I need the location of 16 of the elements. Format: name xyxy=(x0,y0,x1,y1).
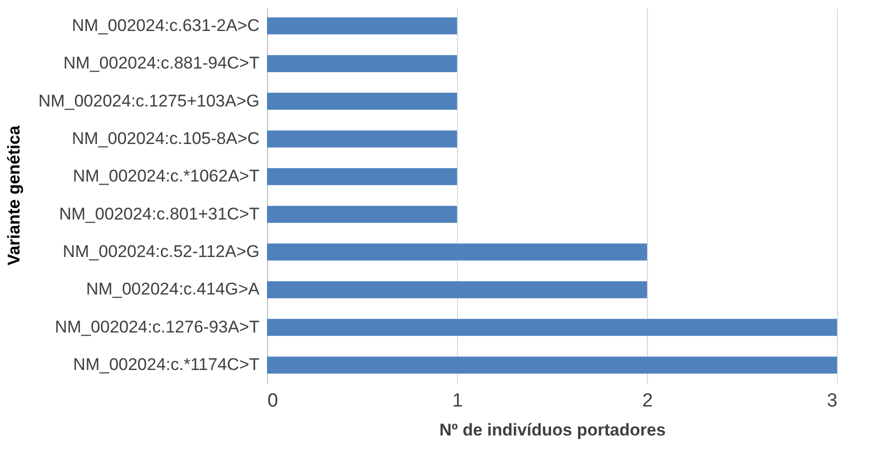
y-tick-label: NM_002024:c.*1062A>T xyxy=(72,166,260,186)
y-tick-label: NM_002024:c.1276-93A>T xyxy=(54,317,260,336)
y-axis-title: Variante genética xyxy=(4,125,24,266)
y-tick-label: NM_002024:c.52-112A>G xyxy=(62,242,260,262)
x-tick-label: 3 xyxy=(826,390,838,412)
y-tick-label: NM_002024:c.*1174C>T xyxy=(73,355,260,374)
x-tick-label: 1 xyxy=(452,390,463,412)
x-tick-label: 0 xyxy=(268,390,278,412)
y-tick-label: NM_002024:c.801+31C>T xyxy=(59,204,260,224)
y-tick-label: NM_002024:c.1275+103A>G xyxy=(38,91,260,110)
y-tick-label: NM_002024:c.631-2A>C xyxy=(72,16,260,35)
y-tick-label: NM_002024:c.414G>A xyxy=(86,280,260,299)
y-tick-label: NM_002024:c.881-94C>T xyxy=(63,54,260,73)
x-tick-label: 2 xyxy=(642,390,653,412)
x-axis-title: Nº de indivíduos portadores xyxy=(439,420,666,440)
y-tick-label: NM_002024:c.105-8A>C xyxy=(72,128,260,148)
